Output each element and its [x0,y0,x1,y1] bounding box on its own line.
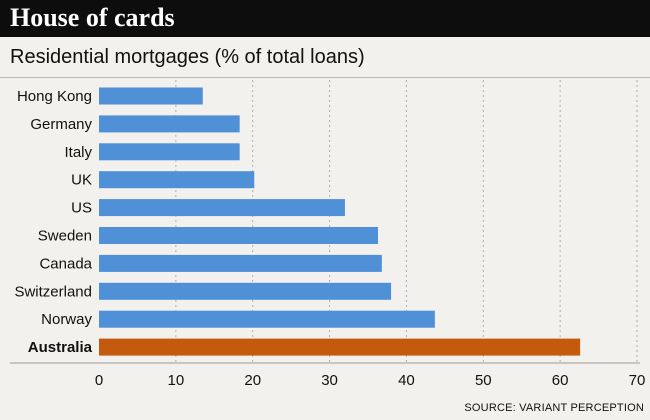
bar [99,254,382,272]
x-tick-label: 60 [552,372,569,389]
x-tick-label: 50 [475,372,492,389]
bar [99,199,345,217]
bar [99,227,378,244]
bar [99,310,435,328]
x-tick-label: 0 [95,372,103,389]
source-note: SOURCE: VARIANT PERCEPTION [464,402,644,414]
category-label: UK [71,172,92,189]
category-label: Sweden [38,228,92,245]
bar [99,282,392,300]
category-label: Italy [64,144,92,161]
header-divider [0,77,650,78]
chart-title: House of cards [10,3,175,32]
title-bar: House of cards [0,0,650,37]
bar [99,338,581,356]
category-label: Australia [28,339,93,356]
x-tick-label: 30 [321,372,338,389]
category-label: Germany [30,116,92,133]
category-label: Canada [39,255,92,272]
bar [99,143,240,161]
chart-subtitle: Residential mortgages (% of total loans) [10,46,365,68]
bar [99,171,255,189]
category-label: Norway [41,311,92,328]
x-tick-label: 70 [629,372,646,389]
x-tick-label: 40 [398,372,415,389]
bar [99,115,240,133]
x-tick-label: 20 [244,372,261,389]
x-tick-label: 10 [168,372,185,389]
category-label: US [71,200,92,217]
category-label: Switzerland [14,283,92,300]
bar [99,87,203,105]
category-label: Hong Kong [17,88,92,105]
